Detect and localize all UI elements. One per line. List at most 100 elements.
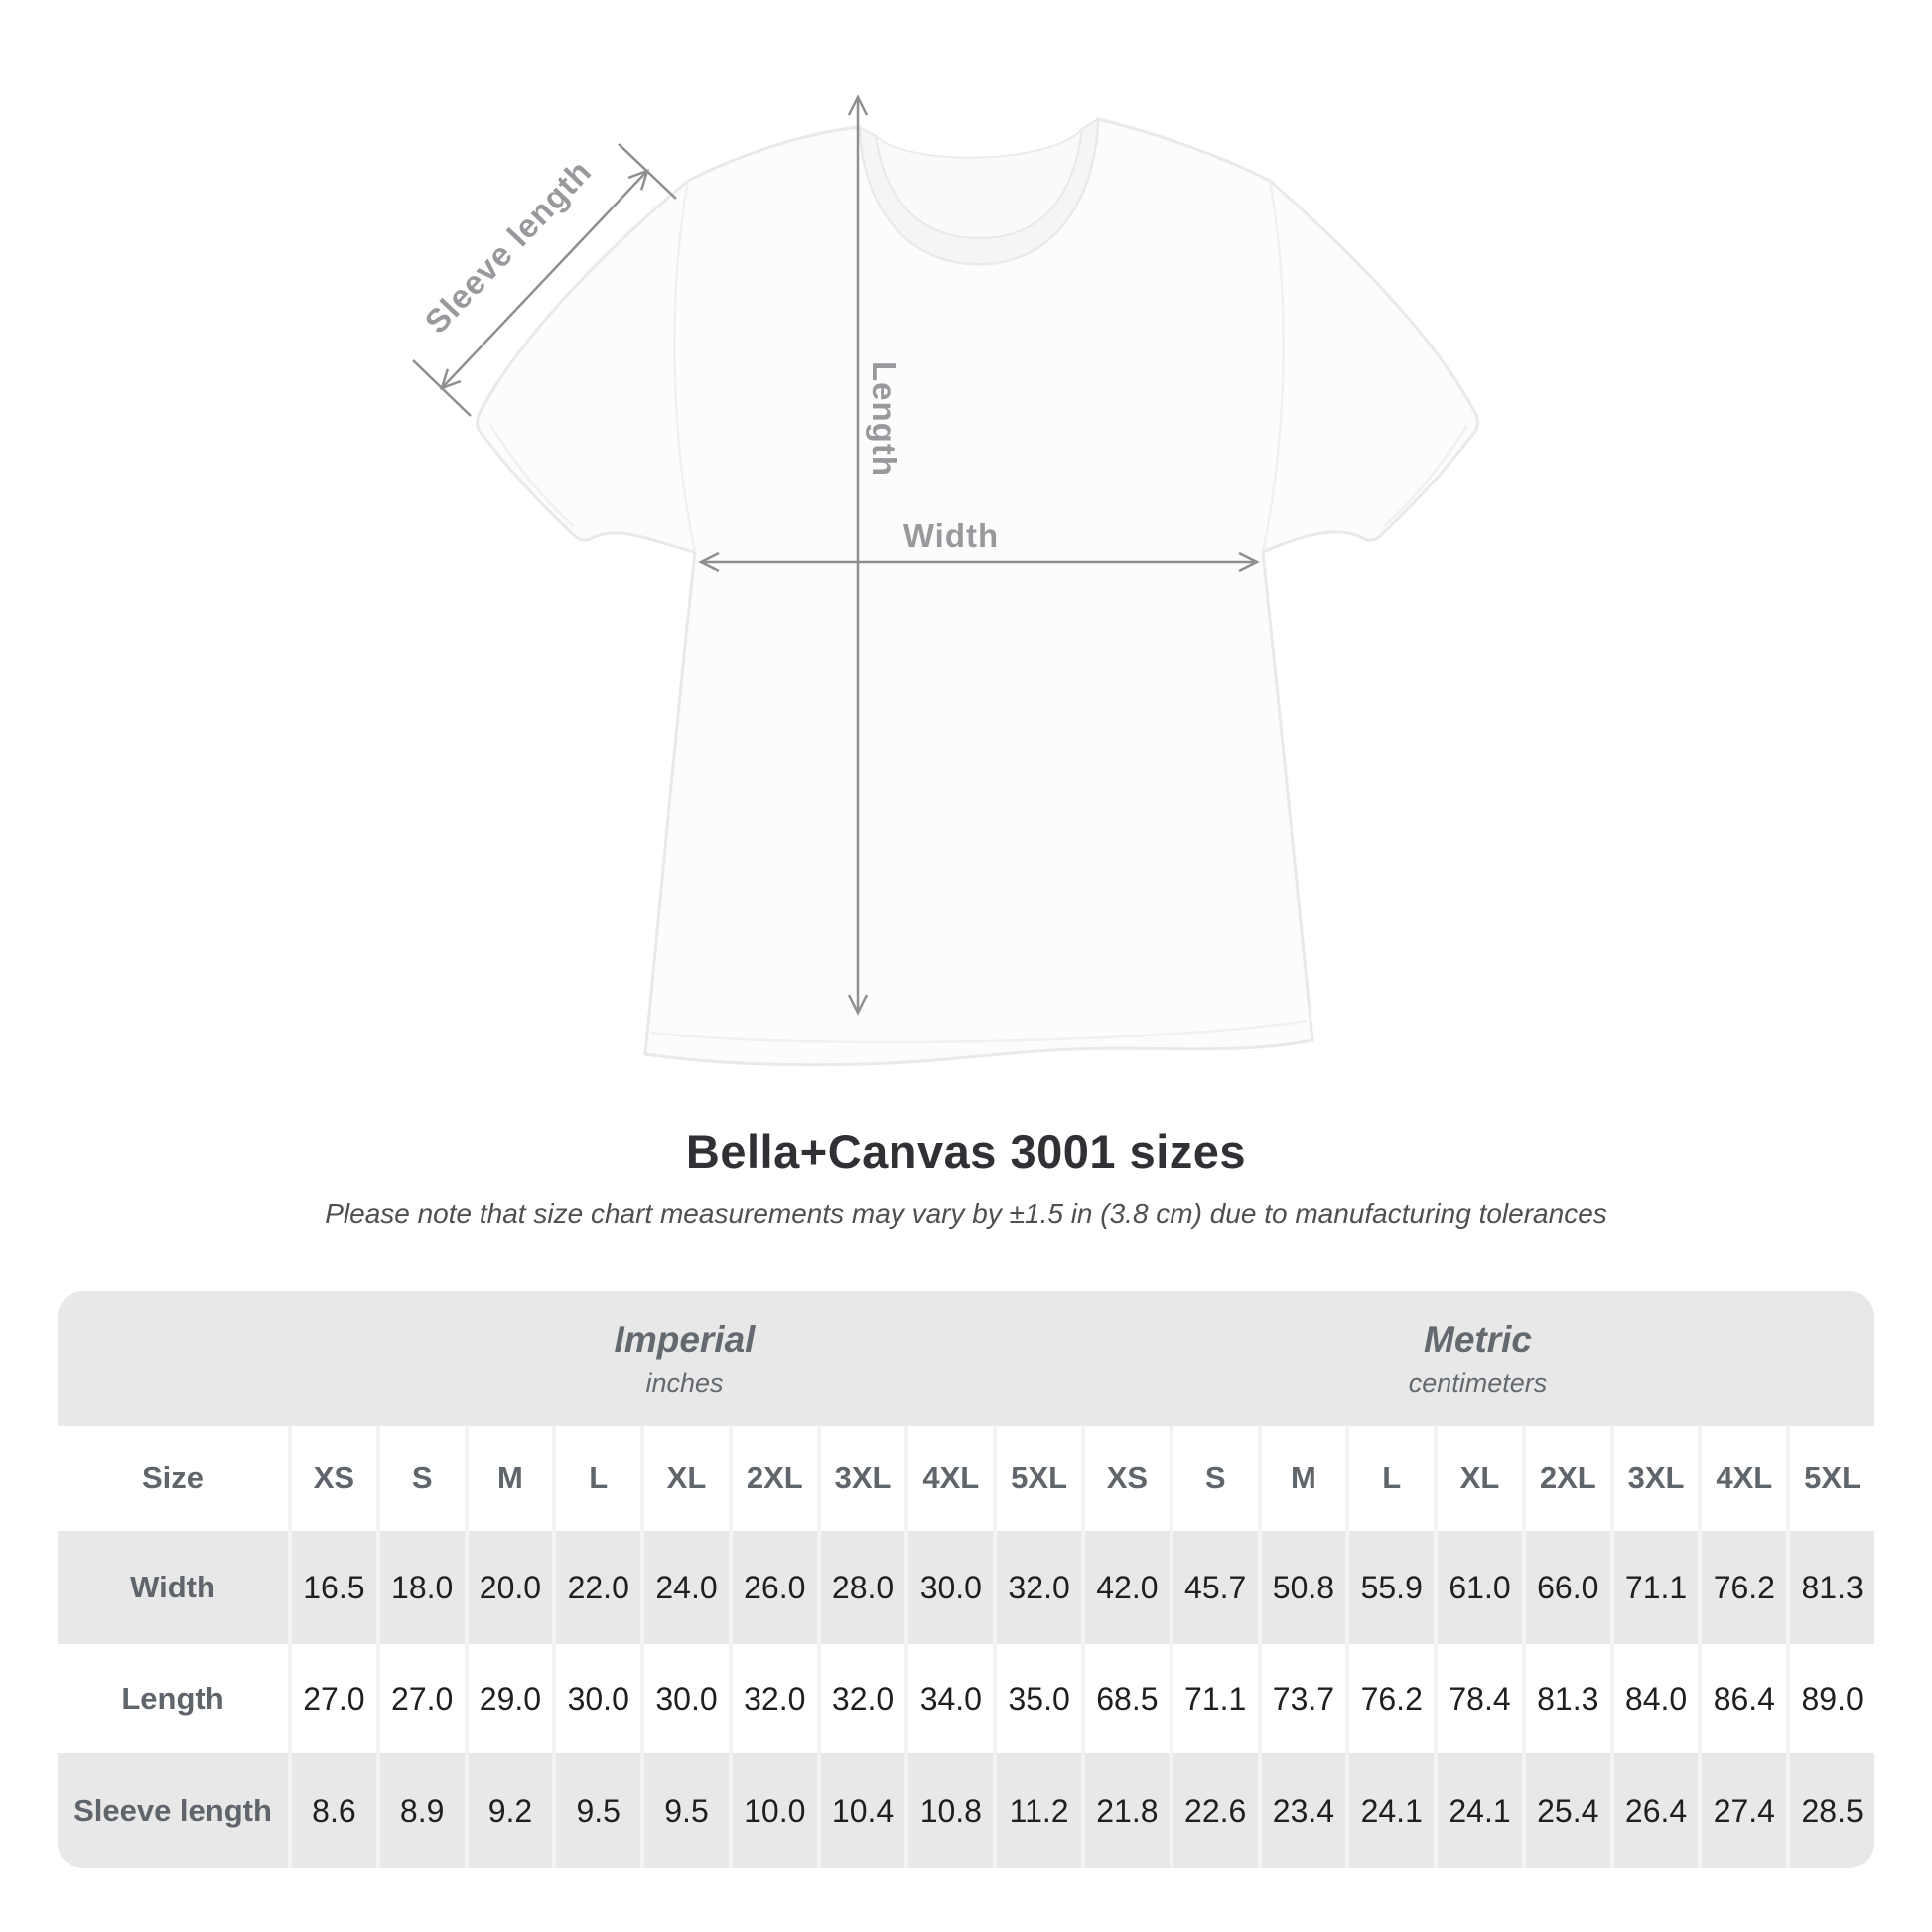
row-length-cell: 29.0 xyxy=(464,1644,553,1753)
row-width-label: Width xyxy=(130,1570,215,1604)
row-sleeve-length-cell: 10.4 xyxy=(816,1753,905,1868)
row-sleeve-length-cell: 28.5 xyxy=(1786,1753,1874,1868)
width-label: Width xyxy=(903,517,999,554)
tshirt-right-armhole-seam xyxy=(1261,180,1285,553)
row-sleeve-length-cell: 9.5 xyxy=(640,1753,729,1868)
row-width-cell: 45.7 xyxy=(1169,1531,1258,1644)
row-length-cell: 86.4 xyxy=(1698,1644,1786,1753)
page-subtitle: Please note that size chart measurements… xyxy=(325,1198,1607,1229)
row-sleeve-length-cell: 21.8 xyxy=(1081,1753,1170,1868)
row-sleeve-length-cell: 8.9 xyxy=(375,1753,465,1868)
row-width-cell: 18.0 xyxy=(375,1531,465,1644)
size-header-row-cell: 3XL xyxy=(1609,1426,1699,1531)
size-header-row: Size XS S M L XL 2XL 3XL 4XL 5XL XS S M L XL 2XL 3XL 4XL 5… xyxy=(58,1426,1874,1531)
row-width-cell: 16.5 xyxy=(288,1531,376,1644)
title-block: Bella+Canvas 3001 sizes Please note that… xyxy=(0,1124,1932,1230)
row-sleeve-length-cell: 24.1 xyxy=(1434,1753,1522,1868)
size-header-row-cell: M xyxy=(1257,1426,1346,1531)
row-sleeve-length-cell: 10.0 xyxy=(728,1753,817,1868)
row-sleeve-length-cell: 24.1 xyxy=(1345,1753,1434,1868)
row-length-cell: 89.0 xyxy=(1786,1644,1874,1753)
row-length-cell: 34.0 xyxy=(904,1644,993,1753)
row-width-cell: 26.0 xyxy=(728,1531,817,1644)
size-header-row-cell: XS xyxy=(288,1426,376,1531)
row-sleeve-length-cell: 10.8 xyxy=(904,1753,993,1868)
row-width-cell: 66.0 xyxy=(1521,1531,1610,1644)
size-header-row-cell: S xyxy=(375,1426,465,1531)
tshirt-right-cuff-stitch xyxy=(1383,424,1469,527)
metric-header-unit: centimeters xyxy=(1408,1368,1548,1398)
row-width: Width 16.5 18.0 20.0 22.0 24.0 26.0 28.0 30.0 32.… xyxy=(58,1531,1874,1644)
tshirt-left-cuff-stitch xyxy=(488,424,575,527)
imperial-header-unit: inches xyxy=(645,1368,724,1398)
row-sleeve-length-cell: 11.2 xyxy=(993,1753,1081,1868)
row-sleeve-length-cell: 8.6 xyxy=(288,1753,376,1868)
row-width-cell: 81.3 xyxy=(1786,1531,1874,1644)
size-header-row-cell: 2XL xyxy=(1521,1426,1610,1531)
row-sleeve-length-label: Sleeve length xyxy=(73,1793,272,1828)
row-width-cell: 61.0 xyxy=(1434,1531,1522,1644)
row-width-cell: 24.0 xyxy=(640,1531,729,1644)
row-sleeve-length-cell: 9.2 xyxy=(464,1753,553,1868)
size-header-row-cell: M xyxy=(464,1426,553,1531)
row-width-cell: 20.0 xyxy=(464,1531,553,1644)
size-table: Imperial inches Metric centimeters Size X… xyxy=(58,1291,1874,1868)
row-length-cell: 30.0 xyxy=(640,1644,729,1753)
size-header-row-cell: 4XL xyxy=(904,1426,993,1531)
row-length-cell: 30.0 xyxy=(552,1644,640,1753)
sleeve-length-arrow xyxy=(412,143,677,417)
size-header-row-cell: XL xyxy=(1434,1426,1522,1531)
row-length-label: Length xyxy=(121,1681,224,1716)
row-width-cell: 32.0 xyxy=(993,1531,1081,1644)
tshirt-hem-stitch xyxy=(650,1019,1308,1044)
size-header-row-cell: L xyxy=(552,1426,640,1531)
size-header-row-cell: 4XL xyxy=(1698,1426,1786,1531)
row-sleeve-length-cell: 9.5 xyxy=(552,1753,640,1868)
row-width-cell: 76.2 xyxy=(1698,1531,1786,1644)
row-length-cell: 71.1 xyxy=(1169,1644,1258,1753)
tshirt-left-armhole-seam xyxy=(673,180,697,553)
row-length-cell: 32.0 xyxy=(728,1644,817,1753)
page-title: Bella+Canvas 3001 sizes xyxy=(685,1125,1247,1177)
imperial-header-name: Imperial xyxy=(614,1319,756,1360)
size-header-row-cell: 5XL xyxy=(993,1426,1081,1531)
unit-header-band: Imperial inches Metric centimeters xyxy=(58,1291,1874,1426)
row-length-cell: 76.2 xyxy=(1345,1644,1434,1753)
row-width-cell: 50.8 xyxy=(1257,1531,1346,1644)
row-length-cell: 73.7 xyxy=(1257,1644,1346,1753)
size-header-row-cell: 2XL xyxy=(728,1426,817,1531)
row-width-cell: 55.9 xyxy=(1345,1531,1434,1644)
row-width-cell: 42.0 xyxy=(1081,1531,1170,1644)
size-header-row-cell: 5XL xyxy=(1786,1426,1874,1531)
metric-header-name: Metric xyxy=(1424,1319,1532,1360)
size-header-row-cell: L xyxy=(1345,1426,1434,1531)
row-sleeve-length-cell: 22.6 xyxy=(1169,1753,1258,1868)
imperial-header: Imperial inches xyxy=(288,1291,1081,1426)
metric-header: Metric centimeters xyxy=(1081,1291,1874,1426)
tshirt-collar xyxy=(858,117,1100,266)
row-length-cell: 27.0 xyxy=(375,1644,465,1753)
row-length-cell: 84.0 xyxy=(1609,1644,1699,1753)
row-sleeve-length: Sleeve length 8.6 8.9 9.2 9.5 9.5 10.0 10.4 10.8… xyxy=(58,1753,1874,1868)
row-length: Length 27.0 27.0 29.0 30.0 30.0 32.0 32.0 34.0 35… xyxy=(58,1644,1874,1753)
row-width-cell: 22.0 xyxy=(552,1531,640,1644)
row-sleeve-length-cell: 25.4 xyxy=(1521,1753,1610,1868)
row-sleeve-length-cell: 26.4 xyxy=(1609,1753,1699,1868)
row-length-cell: 32.0 xyxy=(816,1644,905,1753)
row-length-cell: 35.0 xyxy=(993,1644,1081,1753)
size-header-row-label: Size xyxy=(141,1460,205,1495)
row-sleeve-length-cell: 27.4 xyxy=(1698,1753,1786,1868)
row-length-cell: 81.3 xyxy=(1521,1644,1610,1753)
size-header-row-cell: S xyxy=(1169,1426,1258,1531)
row-width-cell: 71.1 xyxy=(1609,1531,1699,1644)
row-length-cell: 78.4 xyxy=(1434,1644,1522,1753)
length-label: Length xyxy=(866,361,902,477)
tshirt-graphic xyxy=(476,117,1479,1067)
row-length-cell: 68.5 xyxy=(1081,1644,1170,1753)
row-sleeve-length-cell: 23.4 xyxy=(1257,1753,1346,1868)
size-grid: Size XS S M L XL 2XL 3XL 4XL 5XL XS S M L XL 2XL 3XL 4XL 5… xyxy=(58,1426,1874,1868)
row-width-cell: 28.0 xyxy=(816,1531,905,1644)
size-header-row-cell: 3XL xyxy=(816,1426,905,1531)
row-length-cell: 27.0 xyxy=(288,1644,376,1753)
